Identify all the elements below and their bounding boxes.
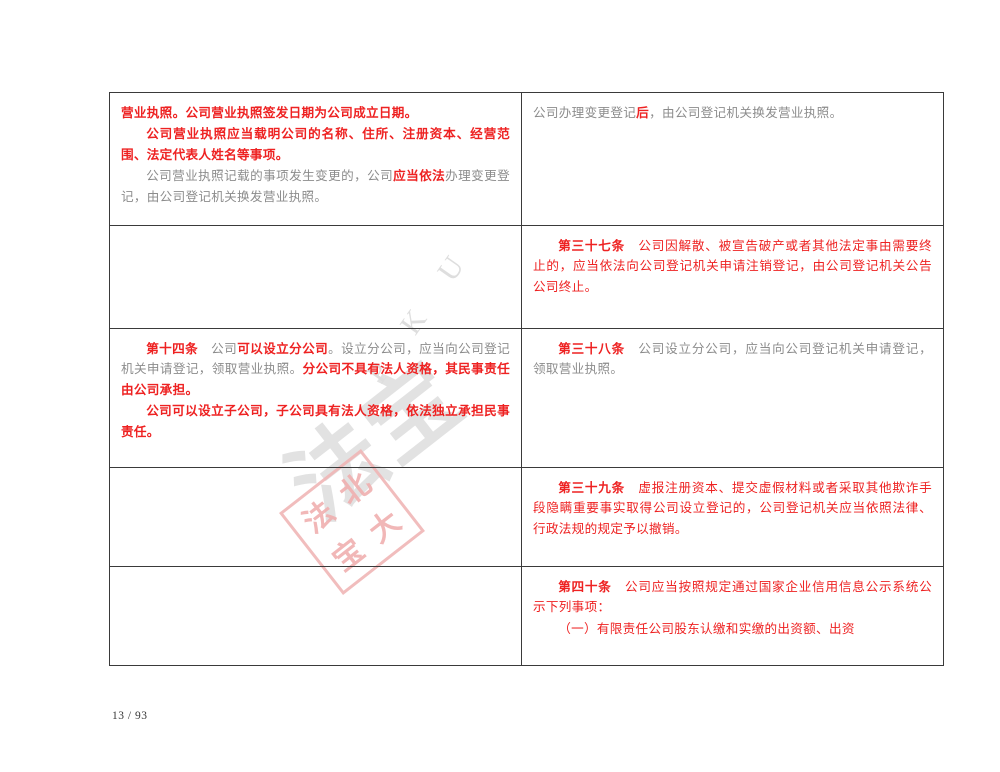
paragraph: 营业执照。公司营业执照签发日期为公司成立日期。 xyxy=(121,103,510,123)
table-row: 第十四条 公司可以设立分公司。设立分公司，应当向公司登记机关申请登记，领取营业执… xyxy=(109,328,944,468)
text-run-amended: 公司可以设立子公司，子公司具有法人资格，依法独立承担民事责任。 xyxy=(121,404,510,439)
page-number: 13 / 93 xyxy=(112,710,148,722)
table-row: 第四十条 公司应当按照规定通过国家企业信用信息公示系统公示下列事项： （一）有限责… xyxy=(109,566,944,666)
paragraph: 第三十八条 公司设立分公司，应当向公司登记机关申请登记，领取营业执照。 xyxy=(533,339,932,380)
text-run-original: 公司营业执照记载的事项发生变更的，公司 xyxy=(146,169,394,184)
table-body: 营业执照。公司营业执照签发日期为公司成立日期。公司营业执照应当载明公司的名称、住… xyxy=(109,92,944,666)
text-run-amended: 营业执照。公司营业执照签发日期为公司成立日期。 xyxy=(121,106,418,120)
text-run-original: ，由公司登记机关换发营业执照。 xyxy=(649,106,843,120)
text-run-amended: 公司营业执照应当载明公司的名称、住所、注册资本、经营范围、法定代表人姓名等事项。 xyxy=(121,127,510,162)
table-row: 第三十七条 公司因解散、被宣告破产或者其他法定事由需要终止的，应当依法向公司登记… xyxy=(109,225,944,329)
paragraph: 第三十七条 公司因解散、被宣告破产或者其他法定事由需要终止的，应当依法向公司登记… xyxy=(533,236,932,297)
cell-left-row-1: 营业执照。公司营业执照签发日期为公司成立日期。公司营业执照应当载明公司的名称、住… xyxy=(109,92,522,226)
text-run-original: 公司设立分公司，应当向公司登记机关申请登记，领取营业执照。 xyxy=(533,342,933,377)
text-run-amended: 后 xyxy=(636,106,650,120)
paragraph: 公司营业执照应当载明公司的名称、住所、注册资本、经营范围、法定代表人姓名等事项。 xyxy=(121,124,510,165)
cell-right-row-3: 第三十八条 公司设立分公司，应当向公司登记机关申请登记，领取营业执照。 xyxy=(521,328,944,468)
text-run-original: 公司办理变更登记 xyxy=(533,106,637,120)
paragraph: 第十四条 公司可以设立分公司。设立分公司，应当向公司登记机关申请登记，领取营业执… xyxy=(121,339,510,400)
cell-right-row-4: 第三十九条 虚报注册资本、提交虚假材料或者采取其他欺诈手段隐瞒重要事实取得公司设… xyxy=(521,467,944,567)
table-row: 第三十九条 虚报注册资本、提交虚假材料或者采取其他欺诈手段隐瞒重要事实取得公司设… xyxy=(109,467,944,567)
text-run-amended: 第三十九条 xyxy=(558,481,626,495)
text-run-original: 公司 xyxy=(198,342,238,356)
text-run-amended-normal: 虚报注册资本、提交虚假材料或者采取其他欺诈手段隐瞒重要事实取得公司设立登记的，公… xyxy=(533,481,933,536)
comparison-table: 营业执照。公司营业执照签发日期为公司成立日期。公司营业执照应当载明公司的名称、住… xyxy=(109,92,944,666)
paragraph: 公司营业执照记载的事项发生变更的，公司应当依法办理变更登记，由公司登记机关换发营… xyxy=(121,166,510,207)
cell-left-row-3: 第十四条 公司可以设立分公司。设立分公司，应当向公司登记机关申请登记，领取营业执… xyxy=(109,328,522,468)
text-run-amended: 第三十七条 xyxy=(558,239,626,253)
paragraph: 公司可以设立子公司，子公司具有法人资格，依法独立承担民事责任。 xyxy=(121,401,510,442)
text-run-amended-normal: （一）有限责任公司股东认缴和实缴的出资额、出资 xyxy=(558,621,855,636)
text-run-original: 。设立分公司，应当向公司登记机关申请登记，领取营业执照。 xyxy=(121,342,511,377)
text-run-amended: 可以设立分公司 xyxy=(237,342,329,356)
cell-left-row-5 xyxy=(109,566,522,666)
cell-right-row-2: 第三十七条 公司因解散、被宣告破产或者其他法定事由需要终止的，应当依法向公司登记… xyxy=(521,225,944,329)
paragraph: 第三十九条 虚报注册资本、提交虚假材料或者采取其他欺诈手段隐瞒重要事实取得公司设… xyxy=(533,478,932,539)
text-run-amended: 第四十条 xyxy=(558,580,612,594)
text-run-amended-normal: 公司应当按照规定通过国家企业信用信息公示系统公示下列事项： xyxy=(533,580,932,615)
table-row: 营业执照。公司营业执照签发日期为公司成立日期。公司营业执照应当载明公司的名称、住… xyxy=(109,92,944,226)
paragraph: （一）有限责任公司股东认缴和实缴的出资额、出资 xyxy=(533,619,932,639)
text-run-amended-normal: 公司因解散、被宣告破产或者其他法定事由需要终止的，应当依法向公司登记机关申请注销… xyxy=(533,239,933,294)
text-run-original: 办理变更登记，由公司登记机关换发营业执照。 xyxy=(121,169,511,204)
cell-right-row-5: 第四十条 公司应当按照规定通过国家企业信用信息公示系统公示下列事项： （一）有限责… xyxy=(521,566,944,666)
paragraph: 第四十条 公司应当按照规定通过国家企业信用信息公示系统公示下列事项： xyxy=(533,577,932,618)
text-run-amended: 应当依法 xyxy=(393,169,446,184)
text-run-amended: 分公司不具有法人资格，其民事责任由公司承担。 xyxy=(121,362,510,397)
text-run-amended: 第三十八条 xyxy=(558,342,626,356)
cell-right-row-1: 公司办理变更登记后，由公司登记机关换发营业执照。 xyxy=(521,92,944,226)
cell-left-row-4 xyxy=(109,467,522,567)
cell-left-row-2 xyxy=(109,225,522,329)
paragraph: 公司办理变更登记后，由公司登记机关换发营业执照。 xyxy=(533,103,932,123)
text-run-amended: 第十四条 xyxy=(146,342,199,356)
